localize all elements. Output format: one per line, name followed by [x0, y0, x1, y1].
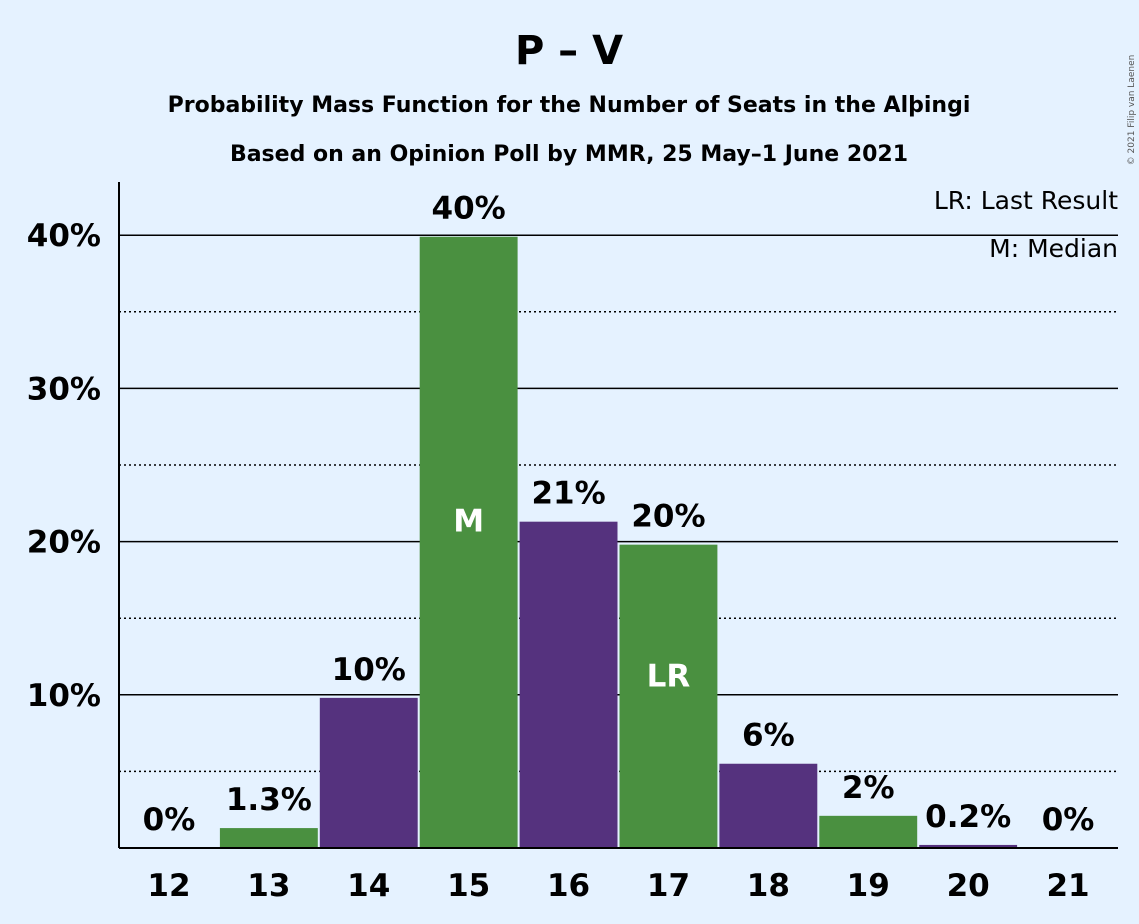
data-label-16: 21%: [531, 476, 605, 512]
data-label-12: 0%: [143, 802, 196, 838]
y-tick-label: 30%: [27, 371, 101, 407]
copyright-note: © 2021 Filip van Laenen: [1127, 55, 1137, 166]
data-label-14: 10%: [332, 652, 406, 688]
x-axis-ticks: 12 13 14 15 16 17 18 19 20 21: [147, 868, 1089, 904]
data-label-13: 1.3%: [226, 782, 312, 818]
y-axis-ticks: 10% 20% 30% 40%: [27, 218, 101, 714]
x-tick-label-12: 12: [147, 868, 190, 904]
data-label-15: 40%: [432, 191, 506, 227]
x-tick-label-21: 21: [1046, 868, 1089, 904]
data-label-21: 0%: [1042, 802, 1095, 838]
legend-median: M: Median: [989, 234, 1118, 263]
legend-last-result: LR: Last Result: [934, 186, 1118, 215]
bar-19: [819, 815, 918, 848]
grid-lines: [119, 234, 1118, 773]
bar-15: [419, 236, 518, 848]
x-tick-label-13: 13: [247, 868, 290, 904]
y-tick-label: 40%: [27, 218, 101, 254]
data-label-18: 6%: [742, 718, 795, 754]
x-tick-label-17: 17: [647, 868, 690, 904]
bar-13: [219, 828, 318, 848]
bars-group: [219, 236, 1018, 848]
bar-14: [319, 697, 418, 848]
x-tick-label-20: 20: [947, 868, 990, 904]
in-bar-label-lr: LR: [647, 658, 691, 694]
x-tick-label-18: 18: [747, 868, 790, 904]
chart-subtitle-1: Probability Mass Function for the Number…: [168, 93, 971, 118]
chart-title: P – V: [515, 28, 623, 74]
bar-20: [919, 844, 1018, 848]
in-bar-label-m: M: [453, 504, 484, 540]
x-tick-label-19: 19: [847, 868, 890, 904]
legend: LR: Last Result M: Median: [934, 186, 1118, 263]
x-tick-label-16: 16: [547, 868, 590, 904]
x-tick-label-15: 15: [447, 868, 490, 904]
data-label-19: 2%: [842, 770, 895, 806]
y-tick-label: 20%: [27, 525, 101, 561]
bar-16: [519, 521, 618, 848]
data-label-17: 20%: [631, 499, 705, 535]
bar-18: [719, 763, 818, 848]
x-tick-label-14: 14: [347, 868, 390, 904]
bar-17: [619, 544, 718, 848]
chart-subtitle-2: Based on an Opinion Poll by MMR, 25 May–…: [230, 142, 908, 167]
data-labels-group: 0% 1.3% 10% 40% 21% 20% 6% 2% 0.2% 0% M LR: [143, 191, 1095, 838]
data-label-20: 0.2%: [925, 799, 1011, 835]
y-tick-label: 10%: [27, 678, 101, 714]
